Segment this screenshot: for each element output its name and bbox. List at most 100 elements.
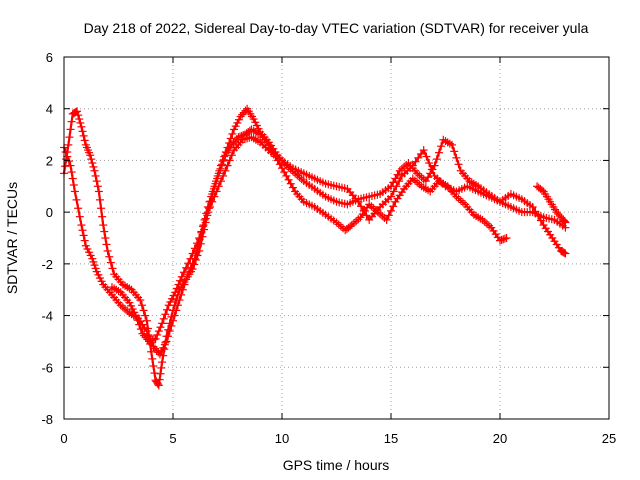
data-point <box>77 122 86 131</box>
data-point <box>79 131 88 140</box>
data-point <box>158 358 167 367</box>
data-point <box>69 180 78 189</box>
data-point <box>234 133 243 142</box>
data-point <box>89 162 98 171</box>
data-point <box>131 311 140 320</box>
x-tick-label: 15 <box>384 431 398 446</box>
data-point <box>452 153 461 162</box>
data-point <box>162 332 171 341</box>
data-point <box>362 211 371 220</box>
data-point <box>139 306 148 315</box>
grid <box>64 57 609 419</box>
data-point <box>135 320 144 329</box>
data-point <box>389 187 398 196</box>
data-point <box>210 192 219 201</box>
data-point <box>193 251 202 260</box>
y-tick-labels: -8 -6 -4 -2 0 2 4 6 <box>41 50 53 427</box>
series-trace <box>62 107 567 356</box>
data-point <box>384 211 393 220</box>
data-point <box>192 239 201 248</box>
data-point <box>502 234 511 242</box>
data-point <box>219 155 228 164</box>
data-point <box>137 301 146 310</box>
y-tick-label: 0 <box>46 205 53 220</box>
data-point <box>382 215 391 224</box>
x-tick-label: 0 <box>60 431 67 446</box>
data-point <box>141 311 150 320</box>
data-point <box>86 151 95 160</box>
data-point <box>554 210 563 219</box>
data-point <box>70 187 79 196</box>
data-point <box>561 218 570 227</box>
data-point <box>229 138 238 147</box>
data-point <box>153 330 162 339</box>
data-point <box>238 110 247 119</box>
data-point <box>143 324 152 333</box>
data-point <box>223 161 232 170</box>
data-point <box>437 142 446 151</box>
data-point <box>191 255 200 264</box>
data-point <box>141 333 150 342</box>
data-point <box>186 254 195 263</box>
data-series <box>60 104 570 390</box>
data-point <box>212 187 221 196</box>
data-point <box>354 197 363 206</box>
data-point <box>171 288 180 297</box>
data-point <box>102 240 111 249</box>
data-point <box>87 155 96 164</box>
series-track-d <box>533 182 570 227</box>
data-point <box>100 227 109 236</box>
data-point <box>72 195 81 204</box>
data-point <box>227 151 236 160</box>
data-point <box>434 148 443 157</box>
data-point <box>148 354 157 363</box>
data-point <box>531 207 540 216</box>
data-point <box>154 380 163 389</box>
data-point <box>91 171 100 180</box>
series-track-b <box>60 107 511 390</box>
data-point <box>561 249 570 258</box>
data-point <box>172 296 181 305</box>
data-point <box>136 325 145 334</box>
y-tick-label: -2 <box>41 257 53 272</box>
data-point <box>536 216 545 225</box>
data-point <box>176 276 185 285</box>
data-point <box>537 186 546 195</box>
data-point <box>214 182 223 191</box>
data-point <box>534 212 543 221</box>
plot-frame <box>63 56 610 420</box>
data-point <box>448 140 457 149</box>
data-point <box>190 244 199 253</box>
data-point <box>188 249 197 258</box>
data-point <box>79 231 88 240</box>
data-point <box>161 310 170 319</box>
x-tick-label: 10 <box>275 431 289 446</box>
y-tick-label: -8 <box>41 412 53 427</box>
data-point <box>218 160 227 169</box>
chart-title: Day 218 of 2022, Sidereal Day-to-day VTE… <box>84 20 589 36</box>
data-point <box>73 107 82 116</box>
data-point <box>387 206 395 215</box>
data-point <box>195 234 204 242</box>
data-point <box>182 263 191 272</box>
data-point <box>154 381 163 390</box>
data-point <box>98 212 107 221</box>
data-point <box>496 236 504 245</box>
data-point <box>88 159 97 168</box>
data-point <box>190 260 199 269</box>
data-point <box>427 165 436 174</box>
data-point <box>184 259 193 268</box>
data-point <box>552 208 561 217</box>
data-point <box>138 329 147 338</box>
data-point <box>77 221 86 230</box>
data-point <box>108 264 117 273</box>
data-point <box>61 162 70 171</box>
y-tick-label: 2 <box>46 153 53 168</box>
data-point <box>148 336 157 345</box>
y-tick-label: -4 <box>41 309 53 324</box>
data-point <box>159 351 168 360</box>
data-point <box>161 338 170 347</box>
data-point <box>387 192 395 201</box>
data-point <box>226 134 235 143</box>
